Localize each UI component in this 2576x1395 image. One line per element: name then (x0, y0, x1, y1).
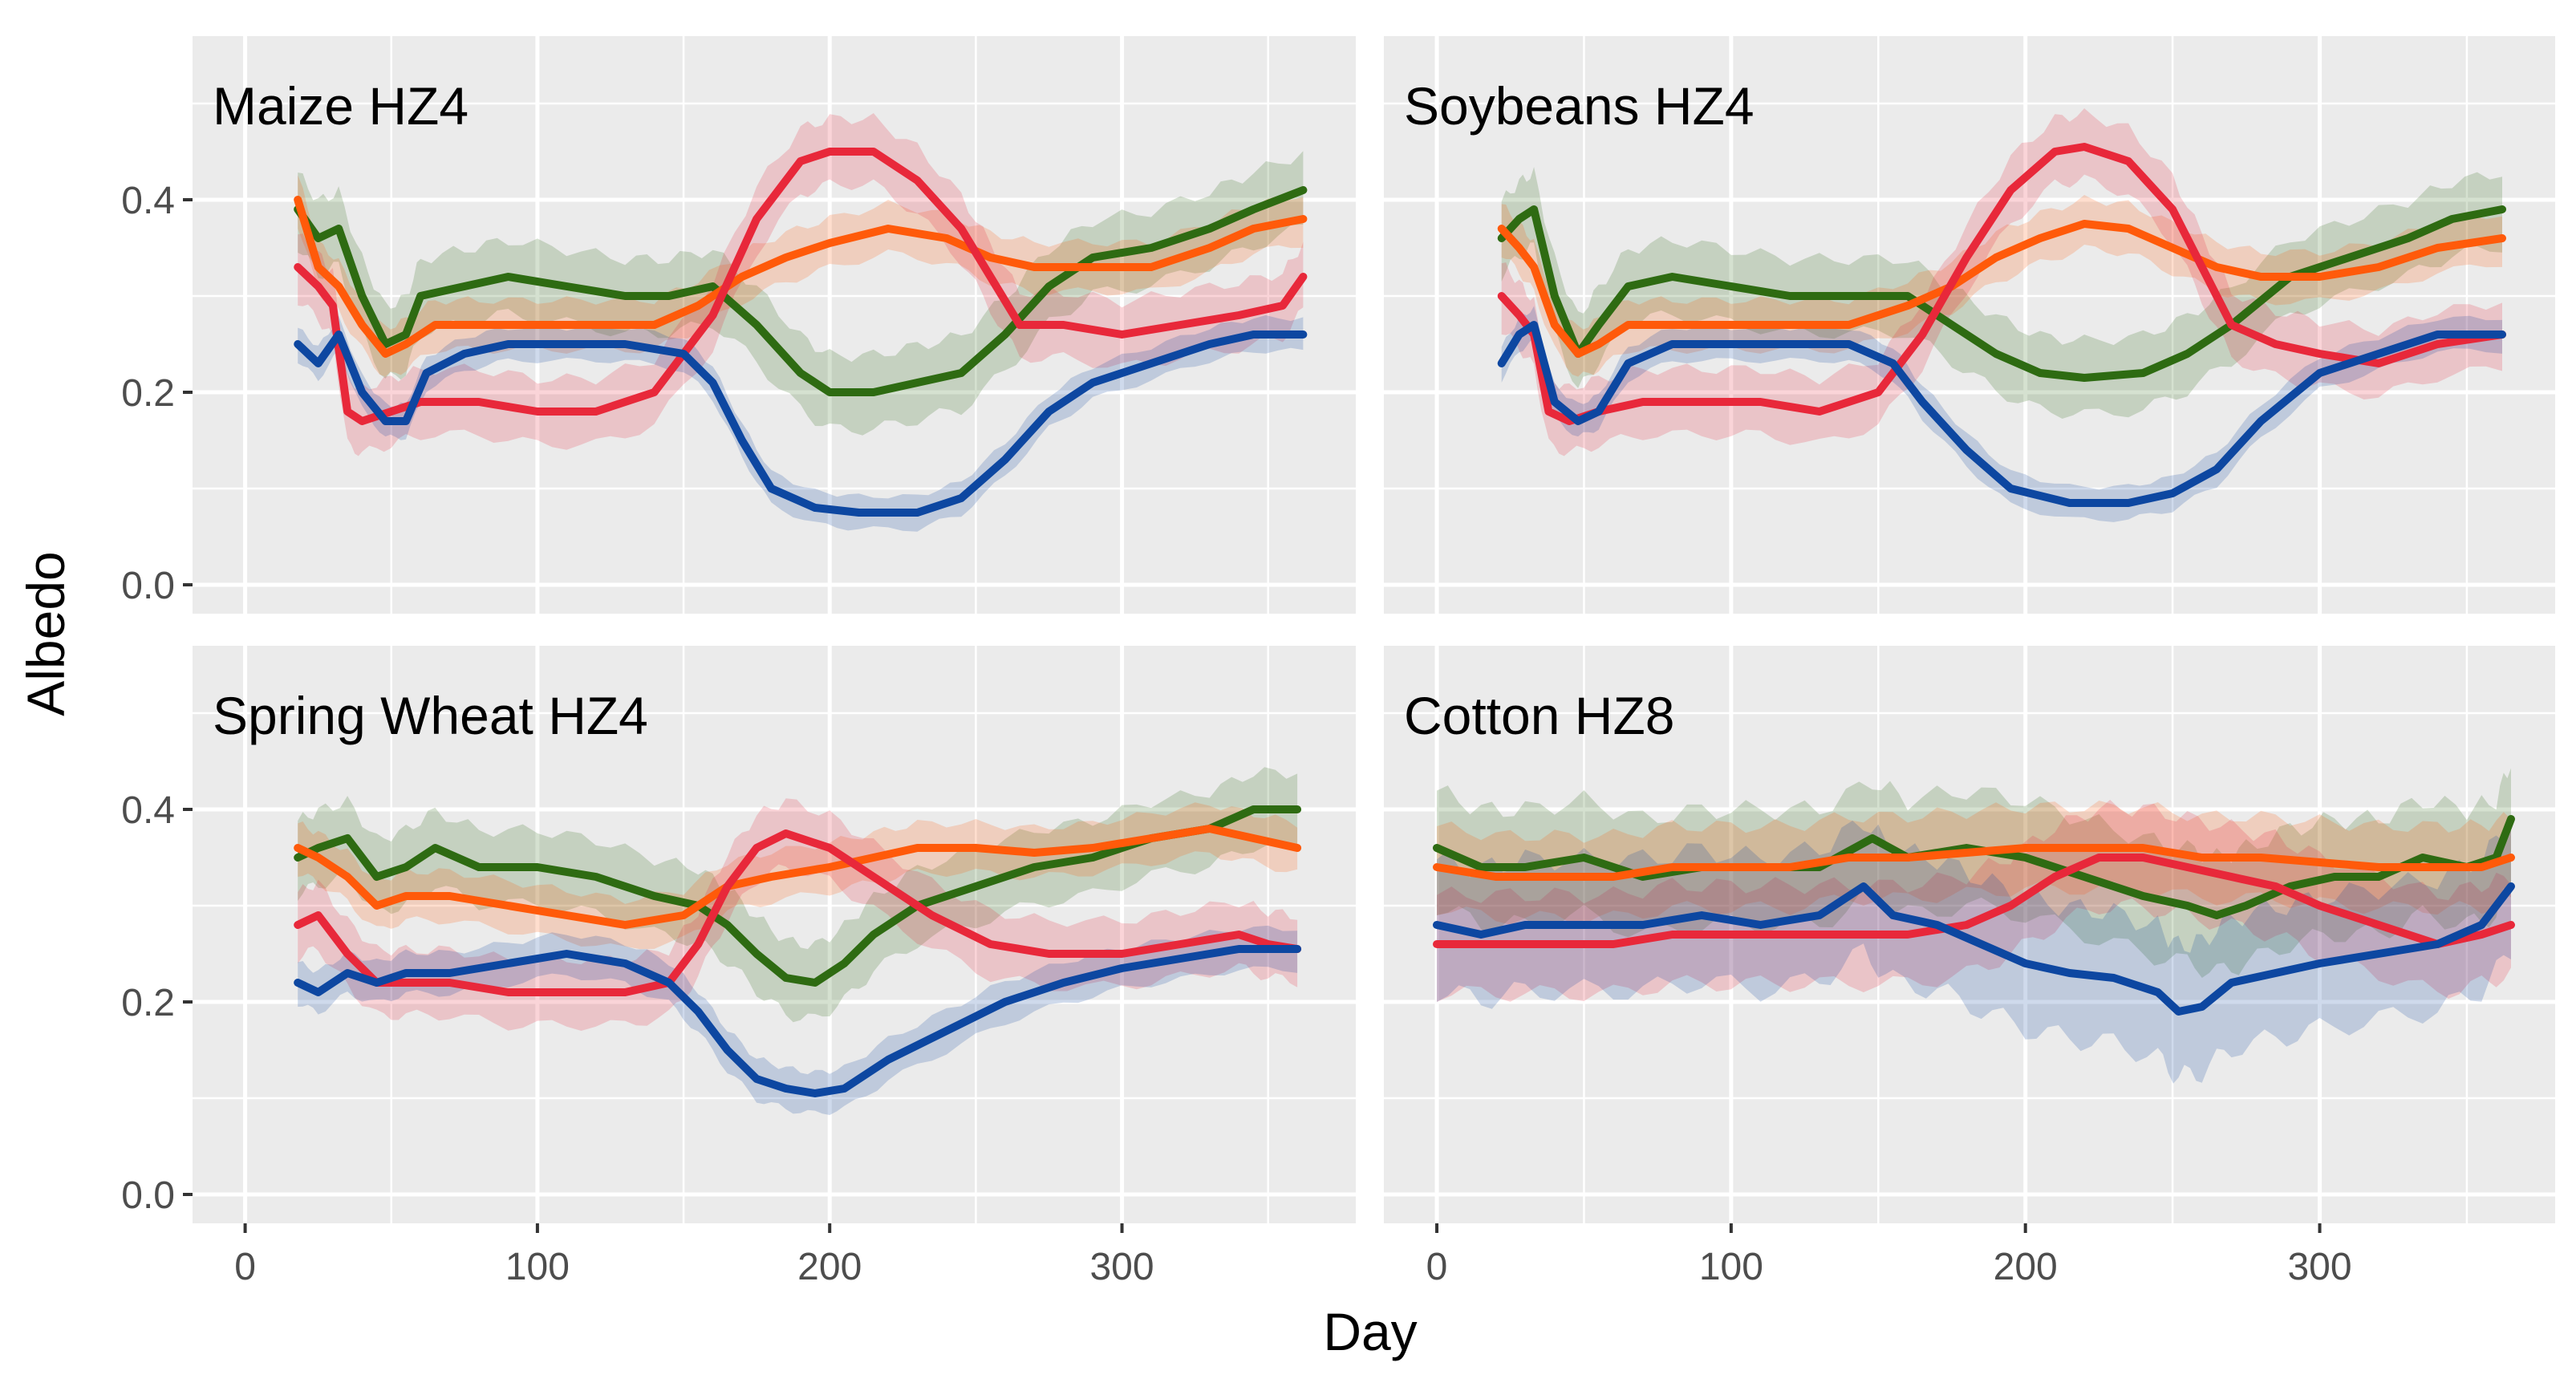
confidence-band-blue (1437, 821, 2511, 1084)
x-tick-label: 300 (1089, 1246, 1154, 1288)
confidence-band-green (1501, 167, 2502, 419)
series-line-red (1433, 854, 2515, 948)
x-tick-label: 300 (2287, 1246, 2351, 1288)
confidence-band-green (1437, 768, 2511, 978)
y-tick-label: 0.2 (121, 372, 175, 415)
series-line-orange (1497, 220, 2506, 358)
series-line-red (294, 148, 1308, 425)
x-tick-label: 0 (1426, 1246, 1448, 1288)
confidence-band-green (298, 767, 1298, 1023)
series-line-orange (294, 825, 1302, 929)
panel-background (193, 646, 1356, 1223)
confidence-band-red (1437, 800, 2511, 1002)
panel-title: Spring Wheat HZ4 (213, 686, 648, 745)
y-tick-label: 0.2 (121, 982, 175, 1024)
x-tick-label: 100 (505, 1246, 570, 1288)
series-line-red (294, 829, 1302, 996)
series-line-blue (294, 945, 1302, 1097)
panel-background (1384, 646, 2555, 1223)
x-tick-label: 200 (797, 1246, 862, 1288)
x-tick-label: 0 (234, 1246, 256, 1288)
series-line-blue (1497, 321, 2506, 507)
x-tick-label: 200 (1994, 1246, 2058, 1288)
facet-panels: Maize HZ4 0.0 0.2 0.4 Soybeans HZ4 Spring Whe… (121, 36, 2555, 1288)
series-line-green (294, 805, 1302, 987)
y-tick-label: 0.0 (121, 1174, 175, 1217)
panel-title: Soybeans HZ4 (1404, 76, 1755, 136)
x-tick-label: 100 (1699, 1246, 1763, 1288)
facet-panel: Spring Wheat HZ4 0.0 0.2 0.4 0 100 200 300 (121, 646, 1356, 1288)
confidence-band-red (298, 798, 1298, 1031)
confidence-band-orange (1501, 195, 2502, 377)
facet-panel: Soybeans HZ4 (1384, 36, 2555, 614)
confidence-band-blue (298, 925, 1298, 1115)
y-tick-label: 0.0 (121, 565, 175, 607)
series-line-blue (1433, 882, 2515, 1016)
confidence-band-red (1501, 108, 2502, 456)
confidence-band-blue (1501, 306, 2502, 522)
confidence-band-orange (1437, 801, 2511, 925)
series-line-blue (294, 331, 1308, 517)
panel-title: Cotton HZ8 (1404, 686, 1674, 745)
x-axis-title: Day (1323, 1302, 1417, 1361)
panel-title: Maize HZ4 (213, 76, 469, 136)
confidence-band-green (298, 151, 1304, 436)
series-line-orange (1433, 844, 2515, 881)
y-axis-title: Albedo (16, 551, 75, 716)
series-line-red (1497, 143, 2506, 425)
panel-background (1384, 36, 2555, 614)
y-tick-label: 0.4 (121, 180, 175, 222)
facet-panel: Maize HZ4 0.0 0.2 0.4 (121, 36, 1356, 614)
confidence-band-blue (298, 315, 1304, 532)
y-tick-label: 0.4 (121, 789, 175, 832)
series-line-green (294, 186, 1308, 396)
facet-panel: Cotton HZ8 0 100 200 300 (1384, 646, 2555, 1288)
